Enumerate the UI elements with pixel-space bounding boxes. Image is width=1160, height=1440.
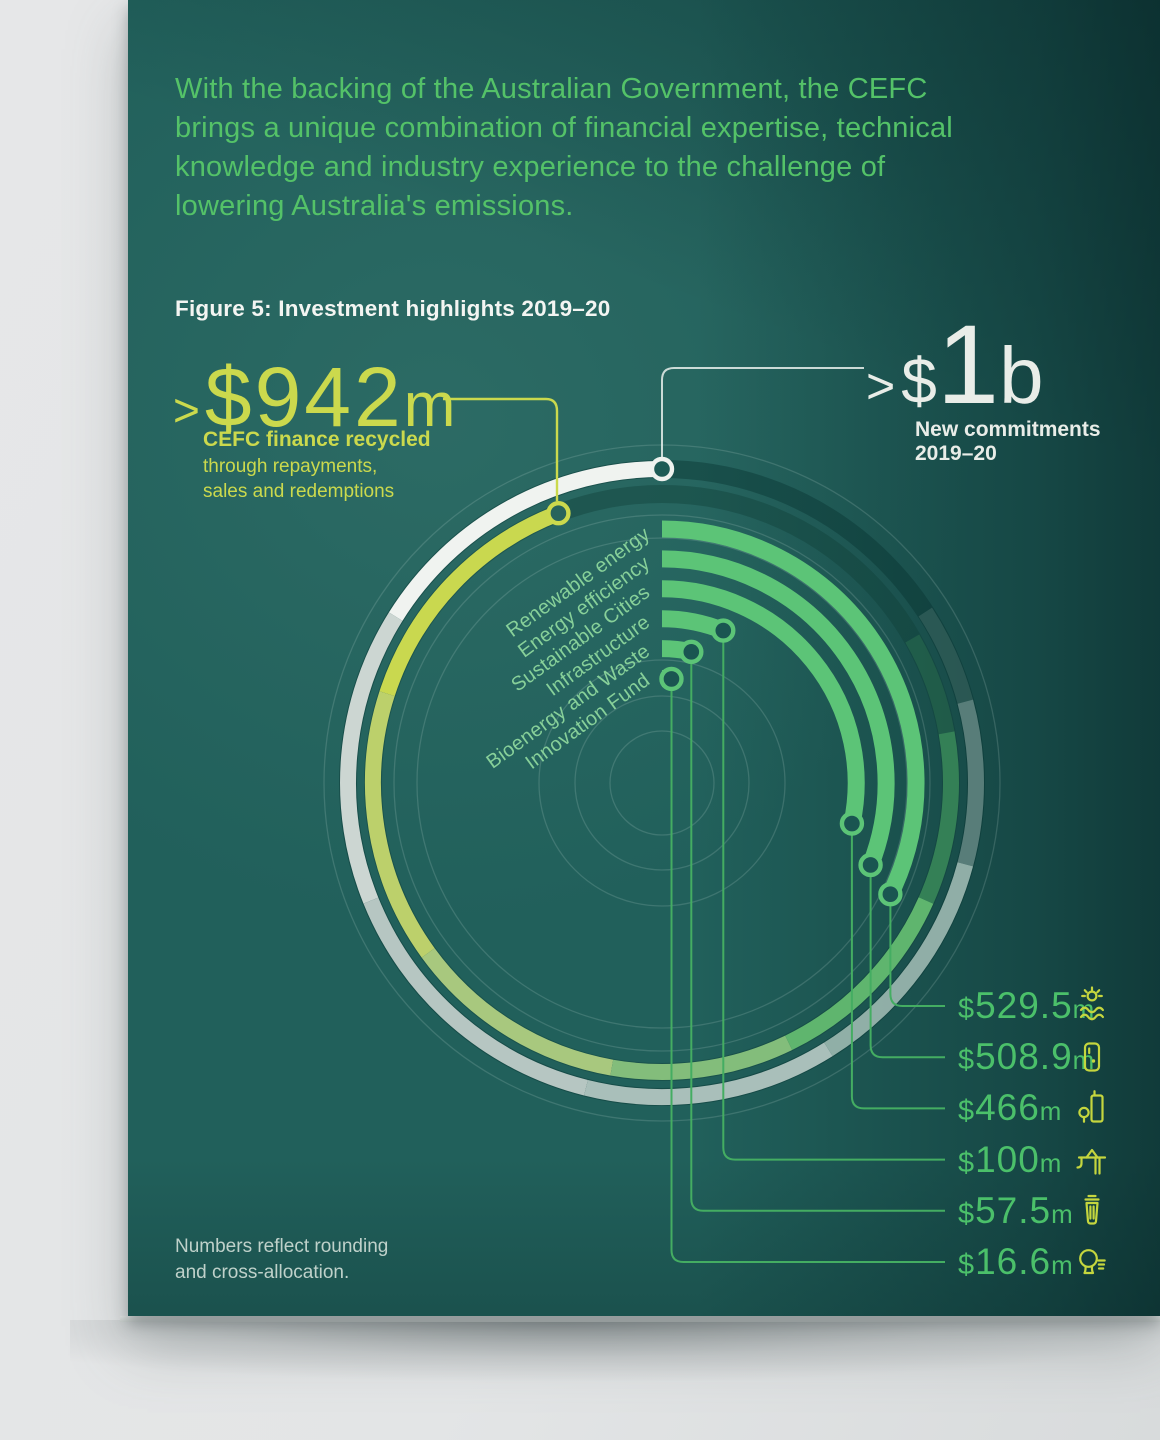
book-page-stack <box>78 0 128 1326</box>
page-bottom-edge <box>120 1316 1160 1322</box>
value-cities: $466m <box>958 1087 1063 1128</box>
greater-than-sign: > <box>173 384 201 436</box>
greater-than-sign: > <box>866 358 896 414</box>
recycled-title: CEFC finance recycled <box>203 428 431 451</box>
commitments-label: New commitments 2019–20 <box>915 418 1101 465</box>
value-bioenergy: $57.5m <box>958 1190 1074 1231</box>
intro-paragraph: With the backing of the Australian Gover… <box>175 70 1035 226</box>
recycled-amount: > $942 m <box>173 350 457 444</box>
recycled-subtitle: through repayments, <box>203 456 378 477</box>
value-innovation: $16.6m <box>958 1241 1074 1282</box>
intro-line: brings a unique combination of financial… <box>175 112 953 144</box>
page-shadow <box>70 1320 1160 1390</box>
crane-icon <box>1072 1140 1112 1180</box>
waste-bin-icon <box>1072 1191 1112 1231</box>
intro-line: lowering Australia's emissions. <box>175 190 574 222</box>
report-page <box>128 0 1160 1316</box>
idea-bulb-icon <box>1072 1242 1112 1282</box>
figure-caption: Figure 5: Investment highlights 2019–20 <box>175 296 611 321</box>
recycled-subtitle: sales and redemptions <box>203 481 395 502</box>
commitments-amount: > $1 b <box>866 302 1044 427</box>
sun-waves-icon <box>1072 986 1112 1026</box>
footnote: Numbers reflect rounding and cross-alloc… <box>175 1236 389 1283</box>
intro-line: knowledge and industry experience to the… <box>175 151 886 183</box>
value-infrastructure: $100m <box>958 1139 1063 1180</box>
intro-line: With the backing of the Australian Gover… <box>175 73 928 105</box>
city-building-icon <box>1072 1088 1112 1128</box>
value-renewable: $529.5m <box>958 985 1096 1026</box>
smart-panel-icon <box>1072 1037 1112 1077</box>
